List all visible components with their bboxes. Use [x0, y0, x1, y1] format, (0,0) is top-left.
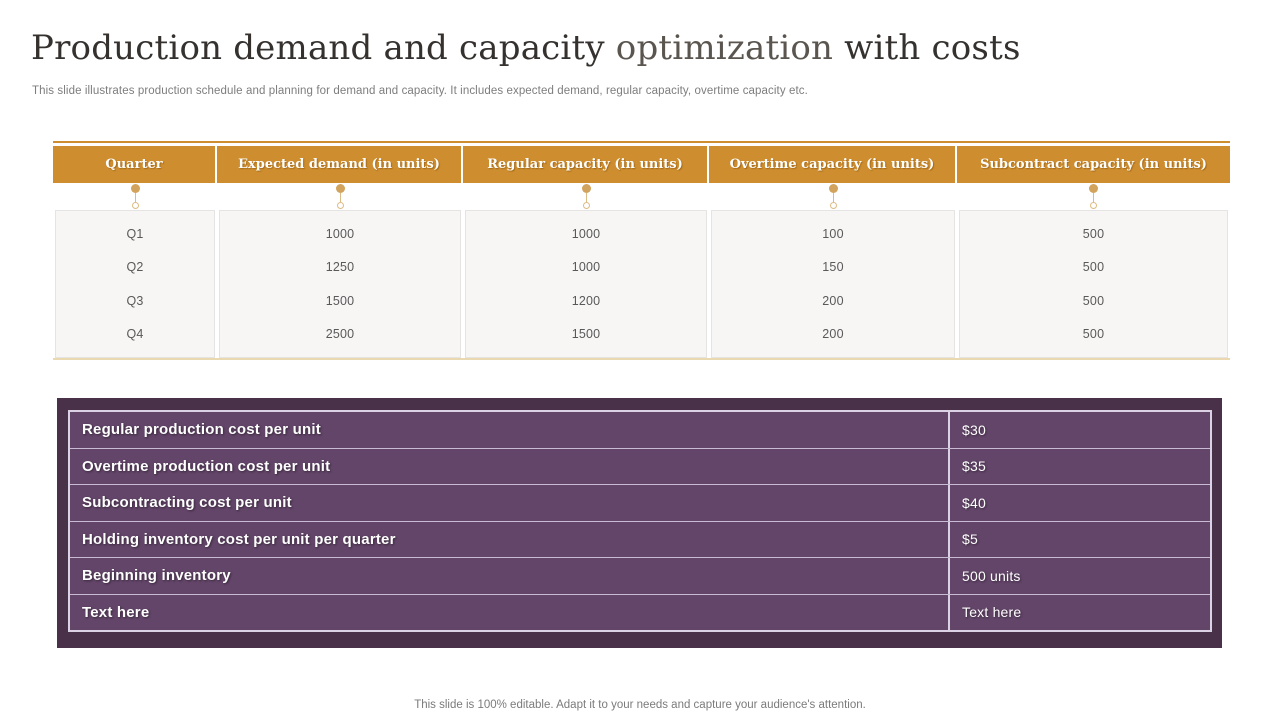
table-cell: 500 — [1082, 327, 1105, 342]
table-cell: 500 — [1082, 226, 1105, 241]
connector-line — [832, 193, 834, 202]
cost-row-value: $40 — [962, 494, 986, 511]
column-quarter: Q1 Q2 Q3 Q4 — [53, 210, 217, 358]
table-row: Regular production cost per unit $30 — [70, 412, 1210, 449]
column-subcontract-capacity: 500 500 500 500 — [957, 210, 1230, 358]
connector-ring-icon — [829, 202, 837, 209]
connector-ring-icon — [1090, 202, 1097, 209]
connector — [709, 183, 957, 210]
table-cell: 1500 — [571, 327, 601, 342]
title-part-1: Production demand and capacity — [31, 28, 605, 68]
cost-row-value: 500 units — [962, 567, 1021, 584]
connector-dot-icon — [130, 184, 140, 193]
table-cell: 100 — [822, 226, 844, 241]
table-cell: 1200 — [571, 293, 601, 308]
cost-table-inner: Regular production cost per unit $30 Ove… — [68, 410, 1212, 632]
table-cell: Q2 — [126, 260, 144, 275]
table-cell: 2500 — [325, 327, 355, 342]
connector-line — [339, 193, 341, 202]
cost-row-label: Holding inventory cost per unit per quar… — [70, 521, 950, 557]
title-highlight-word: optimization — [615, 28, 834, 68]
table-cell: 1000 — [571, 260, 601, 275]
table-cell: 200 — [822, 327, 844, 342]
table-cell: 1500 — [325, 293, 355, 308]
table-cell: 1000 — [325, 226, 355, 241]
header-connectors-row — [53, 183, 1230, 210]
connector-ring-icon — [336, 202, 344, 209]
column-regular-capacity: 1000 1000 1200 1500 — [463, 210, 709, 358]
table-row: Holding inventory cost per unit per quar… — [70, 521, 1210, 558]
table-cell: Q1 — [126, 226, 144, 241]
cost-row-value: $30 — [962, 421, 986, 438]
table-row: Overtime production cost per unit $35 — [70, 448, 1210, 485]
table-row: Subcontracting cost per unit $40 — [70, 485, 1210, 522]
cost-row-value: Text here — [962, 604, 1022, 621]
column-header-overtime-capacity: Overtime capacity (in units) — [709, 146, 957, 183]
table-cell: 150 — [822, 260, 844, 275]
capacity-table-body: Q1 Q2 Q3 Q4 1000 1250 1500 2500 1000 100… — [53, 210, 1230, 358]
capacity-table-header-row: Quarter Expected demand (in units) Regul… — [53, 146, 1230, 183]
capacity-table: Quarter Expected demand (in units) Regul… — [53, 141, 1230, 360]
column-box: 100 150 200 200 — [711, 210, 955, 358]
cost-row-label: Overtime production cost per unit — [70, 448, 950, 484]
cost-row-label: Regular production cost per unit — [70, 412, 950, 448]
table-cell: Q3 — [126, 293, 144, 308]
connector — [957, 183, 1230, 210]
table-cell: Q4 — [126, 327, 144, 342]
cost-row-label: Subcontracting cost per unit — [70, 485, 950, 521]
table-row: Text here Text here — [70, 594, 1210, 630]
connector — [463, 183, 709, 210]
table-cell: 500 — [1082, 260, 1105, 275]
table-cell: 1250 — [325, 260, 355, 275]
column-header-expected-demand: Expected demand (in units) — [217, 146, 463, 183]
connector-line — [134, 193, 136, 202]
column-header-regular-capacity: Regular capacity (in units) — [463, 146, 709, 183]
column-box: 1000 1250 1500 2500 — [219, 210, 461, 358]
connector-line — [1093, 193, 1094, 202]
page-title: Production demand and capacity optimizat… — [31, 28, 1021, 68]
connector — [53, 183, 217, 210]
connector-dot-icon — [335, 184, 345, 193]
column-header-quarter: Quarter — [53, 146, 217, 183]
connector — [217, 183, 463, 210]
footer-note: This slide is 100% editable. Adapt it to… — [414, 699, 866, 711]
cost-table: Regular production cost per unit $30 Ove… — [57, 398, 1222, 648]
connector-dot-icon — [1089, 184, 1098, 193]
connector-ring-icon — [131, 202, 139, 209]
connector-line — [585, 193, 587, 202]
table-bottom-accent-line — [53, 358, 1230, 360]
column-box: 1000 1000 1200 1500 — [465, 210, 707, 358]
table-row: Beginning inventory 500 units — [70, 558, 1210, 595]
connector-ring-icon — [582, 202, 590, 209]
column-box: Q1 Q2 Q3 Q4 — [55, 210, 215, 358]
table-cell: 1000 — [571, 226, 601, 241]
table-cell: 500 — [1082, 293, 1105, 308]
column-box: 500 500 500 500 — [959, 210, 1228, 358]
table-top-accent-line — [53, 141, 1230, 143]
column-header-subcontract-capacity: Subcontract capacity (in units) — [957, 146, 1230, 183]
column-overtime-capacity: 100 150 200 200 — [709, 210, 957, 358]
cost-row-label: Text here — [70, 594, 950, 630]
cost-row-value: $35 — [962, 458, 986, 475]
column-expected-demand: 1000 1250 1500 2500 — [217, 210, 463, 358]
subtitle: This slide illustrates production schedu… — [32, 85, 808, 97]
table-cell: 200 — [822, 293, 844, 308]
connector-dot-icon — [581, 184, 591, 193]
title-part-2: with costs — [844, 28, 1021, 68]
connector-dot-icon — [828, 184, 838, 193]
cost-row-label: Beginning inventory — [70, 558, 950, 594]
cost-row-value: $5 — [962, 531, 978, 548]
